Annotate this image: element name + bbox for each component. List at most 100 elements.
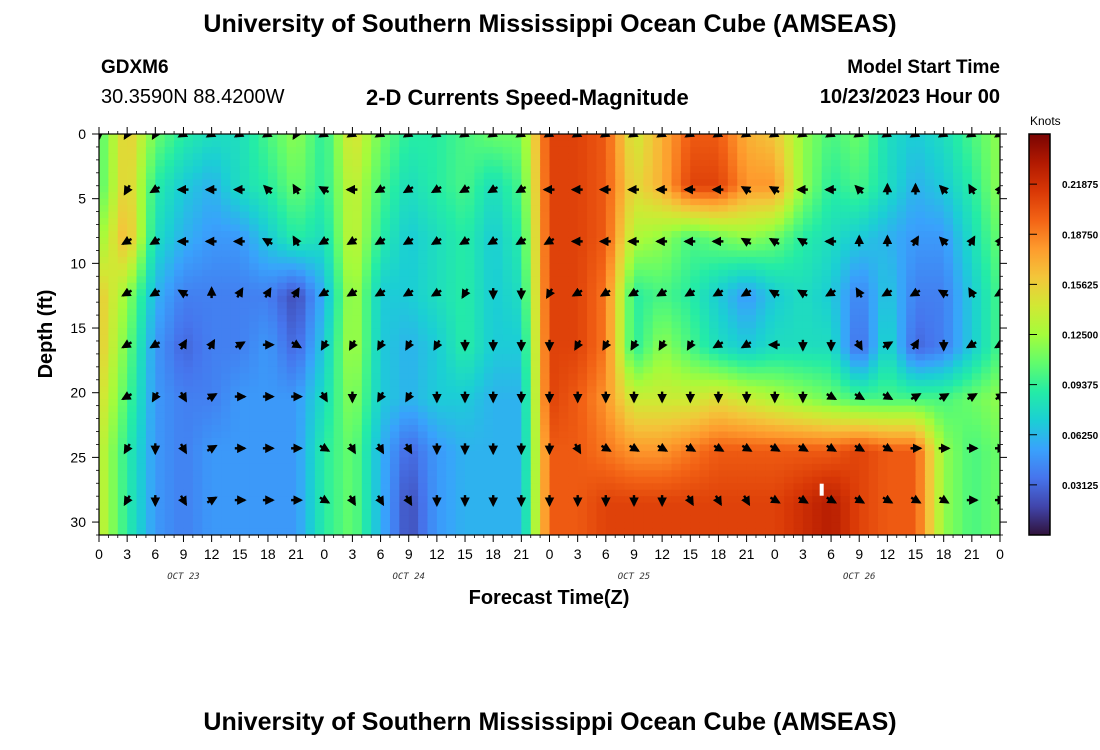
heatmap-cell [277,211,288,219]
heatmap-cell [221,179,231,187]
heatmap-cell [971,405,982,413]
heatmap-cell [239,224,250,232]
heatmap-cell [286,302,297,310]
heatmap-cell [267,457,278,465]
heatmap-cell [727,399,738,407]
heatmap-cell [596,463,607,471]
heatmap-cell [624,347,635,355]
heatmap-cell [155,237,166,245]
heatmap-cell [296,256,307,264]
heatmap-cell [924,360,935,368]
heatmap-cell [652,412,663,420]
heatmap-cell [164,134,175,142]
heatmap-cell [990,250,1000,258]
heatmap-cell [511,366,522,374]
heatmap-cell [399,140,410,148]
heatmap-cell [202,399,213,407]
heatmap-cell [202,263,213,271]
heatmap-cell [934,243,945,252]
heatmap-cell [174,134,185,142]
heatmap-cell [877,425,888,433]
heatmap-cell [192,463,203,471]
heatmap-cell [343,269,354,277]
heatmap-cell [249,386,260,394]
heatmap-cell [709,431,720,439]
heatmap-cell [953,334,964,342]
heatmap-cell [408,334,419,342]
heatmap-cell [267,347,278,355]
heatmap-cell [962,263,973,271]
heatmap-cell [127,198,138,206]
heatmap-cell [277,431,288,439]
heatmap-cell [718,340,729,349]
heatmap-cell [587,179,598,187]
heatmap-cell [352,172,363,180]
heatmap-cell [493,146,504,155]
heatmap-cell [361,340,372,349]
heatmap-cell [474,211,485,219]
heatmap-cell [558,366,569,374]
heatmap-cell [906,282,917,290]
heatmap-cell [530,353,541,361]
heatmap-cell [136,360,147,368]
heatmap-cell [343,373,354,381]
heatmap-cell [164,412,175,420]
heatmap-cell [155,159,166,167]
heatmap-cell [877,437,888,446]
heatmap-cell [436,276,447,284]
heatmap-cell [671,295,682,303]
heatmap-cell [652,256,663,264]
heatmap-cell [127,392,138,400]
heatmap-cell [155,418,166,426]
heatmap-cell [108,140,119,148]
heatmap-cell [465,457,476,465]
heatmap-cell [849,192,860,200]
heatmap-cell [633,379,644,387]
heatmap-cell [483,276,494,284]
heatmap-cell [737,334,748,342]
heatmap-cell [221,276,231,284]
heatmap-cell [314,463,325,471]
heatmap-cell [371,379,382,387]
heatmap-cell [868,205,879,213]
heatmap-cell [624,308,635,316]
heatmap-cell [127,347,138,355]
heatmap-cell [802,412,813,420]
heatmap-cell [249,379,260,387]
heatmap-cell [624,211,635,219]
heatmap-cell [371,263,382,271]
heatmap-cell [418,399,429,407]
heatmap-cell [230,437,241,446]
heatmap-cell [662,302,673,310]
heatmap-cell [183,392,194,400]
heatmap-cell [802,237,813,245]
heatmap-cell [915,146,926,155]
heatmap-cell [793,360,804,368]
heatmap-cell [530,321,541,329]
heatmap-cell [558,192,569,200]
heatmap-cell [877,321,888,329]
heatmap-cell [558,347,569,355]
heatmap-cell [108,463,119,471]
heatmap-cell [671,179,682,187]
heatmap-cell [455,269,466,277]
heatmap-cell [521,308,532,316]
heatmap-cell [164,192,175,200]
heatmap-cell [455,205,466,213]
heatmap-cell [380,179,391,187]
heatmap-cell [915,263,926,271]
heatmap-cell [587,211,598,219]
heatmap-cell [849,282,860,290]
heatmap-cell [361,353,372,361]
heatmap-cell [558,172,569,180]
heatmap-cell [408,328,419,336]
heatmap-cell [455,412,466,420]
heatmap-cell [277,276,288,284]
heatmap-cell [633,159,644,167]
heatmap-cell [652,250,663,258]
heatmap-cell [971,231,982,239]
heatmap-cell [596,360,607,368]
heatmap-cell [577,334,588,342]
heatmap-cell [221,237,231,245]
heatmap-cell [408,437,419,446]
